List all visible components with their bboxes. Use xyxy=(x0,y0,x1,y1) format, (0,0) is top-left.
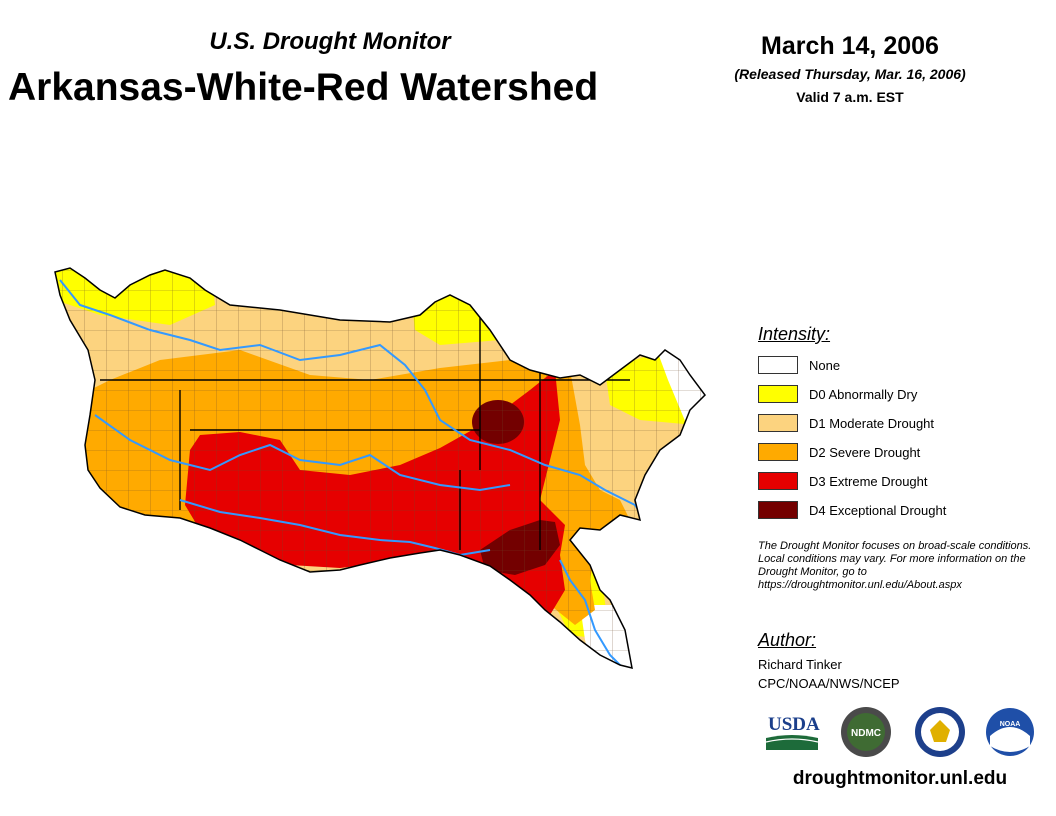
legend-heading: Intensity: xyxy=(758,324,831,344)
legend-swatch xyxy=(758,472,798,490)
legend-item-d1: D1 Moderate Drought xyxy=(758,411,934,435)
river-arkansas xyxy=(59,279,646,521)
legend-label: D2 Severe Drought xyxy=(809,444,921,460)
website-url: droughtmonitor.unl.edu xyxy=(792,768,1008,789)
legend-label: D3 Extreme Drought xyxy=(809,473,928,489)
drought-map xyxy=(54,267,706,670)
noaa-logo: NOAA xyxy=(986,708,1034,756)
legend-swatch xyxy=(758,414,798,432)
legend-label: None xyxy=(809,357,841,373)
legend-swatch xyxy=(758,356,798,374)
ndmc-logo-text: NDMC xyxy=(851,728,881,739)
legend-label: D1 Moderate Drought xyxy=(809,415,935,431)
release-date: (Released Thursday, Mar. 16, 2006) xyxy=(734,66,966,82)
legend-label: D4 Exceptional Drought xyxy=(809,502,947,518)
state-lines xyxy=(100,300,630,550)
noaa-logo-text: NOAA xyxy=(1000,721,1021,728)
watershed-boundary xyxy=(54,267,706,670)
river-lower-red xyxy=(559,559,626,668)
valid-time: Valid 7 a.m. EST xyxy=(796,89,904,105)
legend-item-d2: D2 Severe Drought xyxy=(758,440,920,464)
legend-item-d4: D4 Exceptional Drought xyxy=(758,498,946,522)
map-date: March 14, 2006 xyxy=(761,32,939,60)
commerce-seal-logo xyxy=(915,707,965,757)
legend-swatch xyxy=(758,501,798,519)
legend-item-none: None xyxy=(758,353,840,377)
legend-swatch xyxy=(758,385,798,403)
map-title: Arkansas-White-Red Watershed xyxy=(8,66,599,109)
legend-label: D0 Abnormally Dry xyxy=(809,386,918,402)
legend-swatch xyxy=(758,443,798,461)
author-name: Richard Tinker xyxy=(758,657,842,672)
map-subtitle: U.S. Drought Monitor xyxy=(209,28,451,55)
legend-item-d0: D0 Abnormally Dry xyxy=(758,382,917,406)
county-lines xyxy=(55,268,705,668)
author-org: CPC/NOAA/NWS/NCEP xyxy=(758,676,900,691)
usda-logo-text: USDA xyxy=(768,714,820,735)
partner-logos: USDA NDMC NOAA xyxy=(765,707,1034,757)
usda-logo: USDA xyxy=(765,714,820,750)
disclaimer-note: The Drought Monitor focuses on broad-sca… xyxy=(758,540,1032,591)
author-heading: Author: xyxy=(758,630,817,650)
ndmc-logo: NDMC xyxy=(841,707,891,757)
legend-item-d3: D3 Extreme Drought xyxy=(758,469,928,493)
river-canadian xyxy=(94,414,511,492)
